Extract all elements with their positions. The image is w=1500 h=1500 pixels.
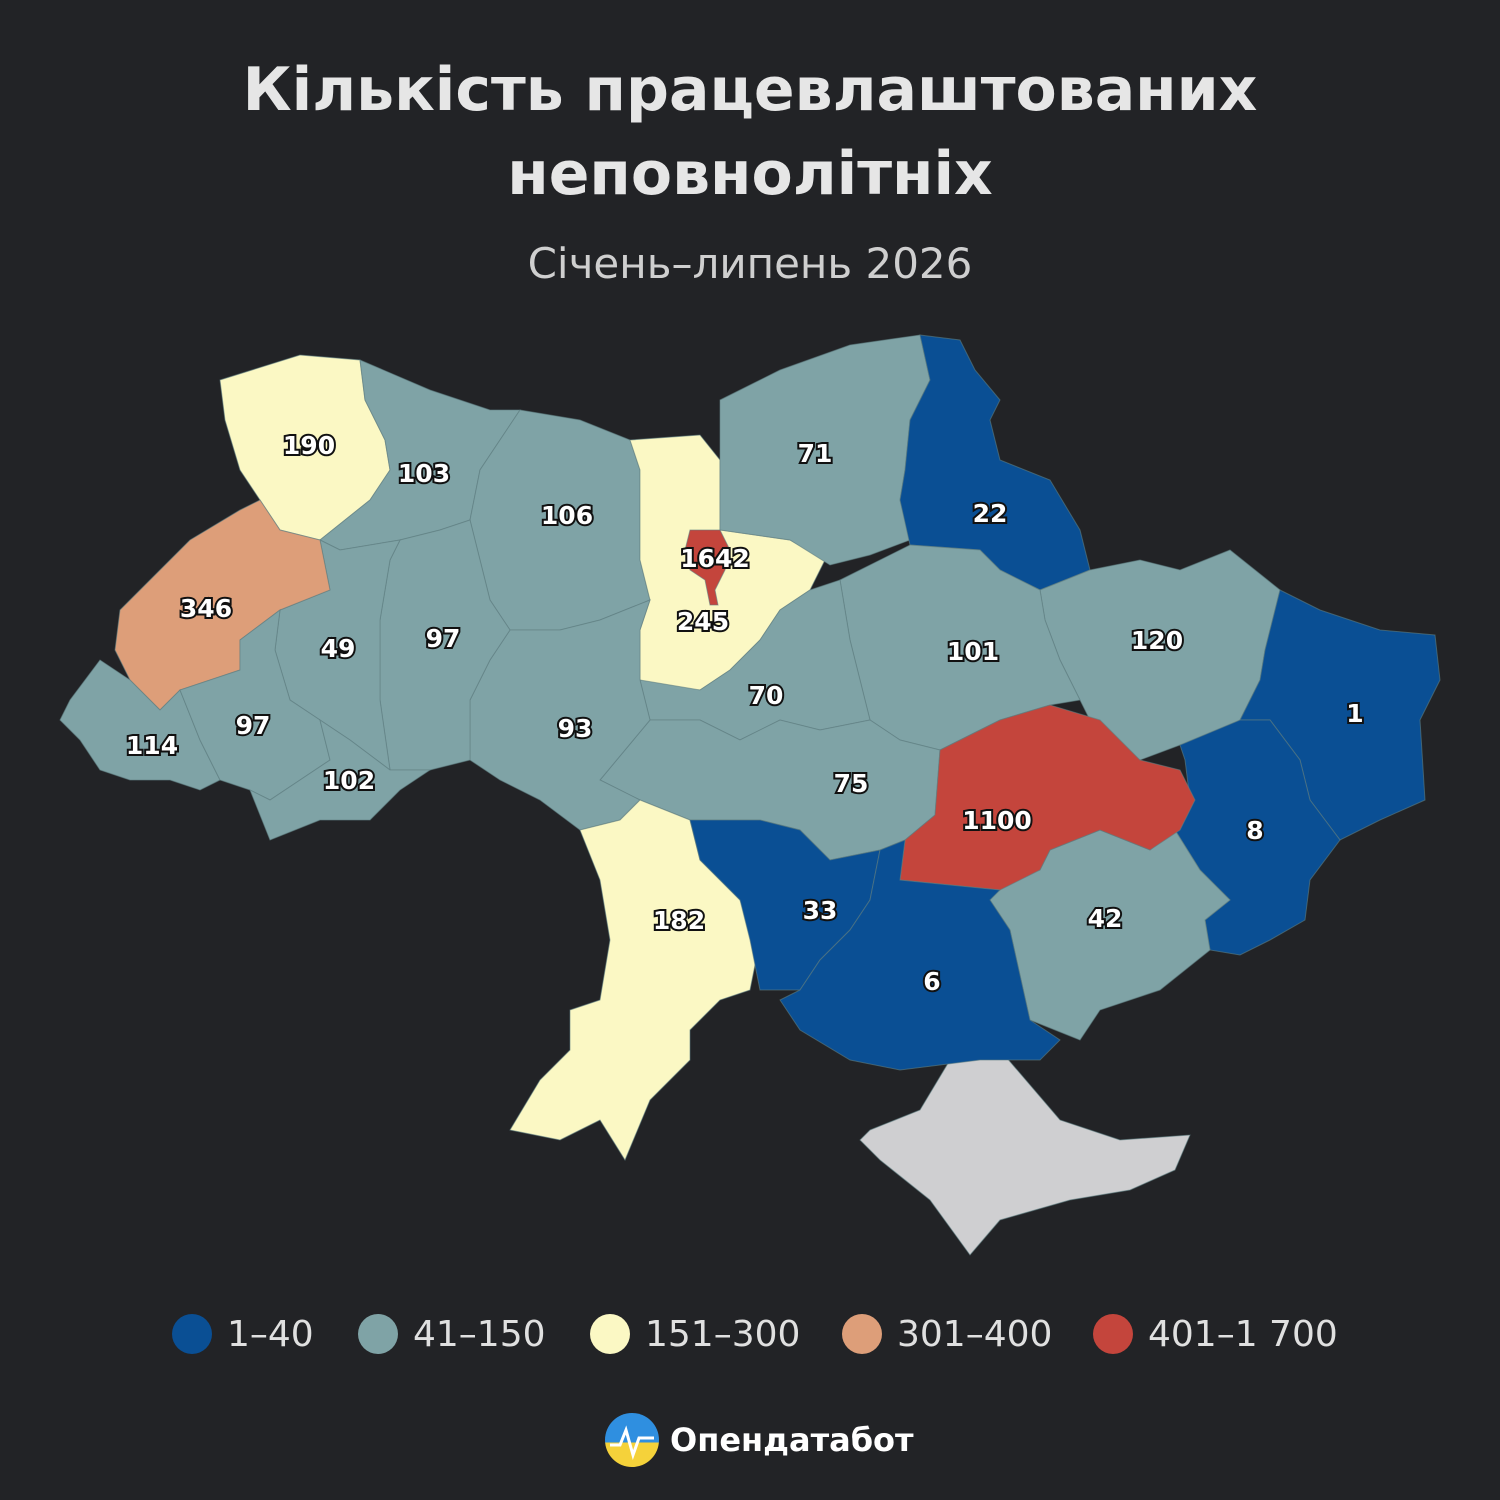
brand-logo: Опендатабот [605,1413,914,1467]
region-value: 102 [323,766,375,795]
region [59,659,221,791]
region-value: 71 [798,439,833,468]
legend-swatch [358,1314,398,1354]
legend-label: 401–1 700 [1148,1314,1338,1355]
legend-label: 151–300 [645,1314,800,1355]
region-value: 33 [803,896,838,925]
region-value: 97 [236,711,271,740]
region-value: 75 [834,769,869,798]
title-line: Кількість працевлаштованих [243,55,1258,125]
region-value: 97 [426,624,461,653]
legend-label: 41–150 [413,1314,546,1355]
region-value: 42 [1088,904,1123,933]
logo-icon [605,1413,659,1467]
region-value: 245 [677,607,729,636]
region [684,529,731,606]
region-value: 114 [126,731,178,760]
region-value: 120 [1131,626,1183,655]
region-value: 93 [558,714,593,743]
subtitle: Січень–липень 2026 [528,239,973,288]
region-value: 346 [180,594,232,623]
region-value: 106 [541,501,593,530]
region-value: 6 [923,967,940,996]
logo-pulse [610,1425,654,1460]
regions [59,334,1441,1256]
region-value: 103 [398,459,450,488]
region [1239,589,1441,841]
region-value: 22 [973,499,1008,528]
legend-label: 301–400 [897,1314,1052,1355]
region-value: 182 [653,906,705,935]
region-value: 1642 [680,544,750,573]
region-value: 8 [1246,816,1263,845]
region-value: 1100 [962,806,1032,835]
region-value: 1 [1346,699,1363,728]
region-value: 190 [283,431,335,460]
legend-label: 1–40 [227,1314,314,1355]
legend-swatch [1093,1314,1133,1354]
crimea [859,1049,1191,1256]
region-value: 49 [321,634,356,663]
title-line: неповнолітніх [507,139,992,209]
legend-swatch [172,1314,212,1354]
legend: 1–40 41–150 151–300 301–400 401–1 700 [172,1314,1338,1355]
region-value: 70 [749,681,784,710]
region-value: 101 [947,637,999,666]
brand-name: Опендатабот [670,1421,914,1459]
legend-swatch [590,1314,630,1354]
legend-swatch [842,1314,882,1354]
region [779,839,1061,1071]
region-labels: 190 103 106 245 1642 71 22 120 1 8 42 11… [124,429,1366,998]
region [249,718,432,841]
